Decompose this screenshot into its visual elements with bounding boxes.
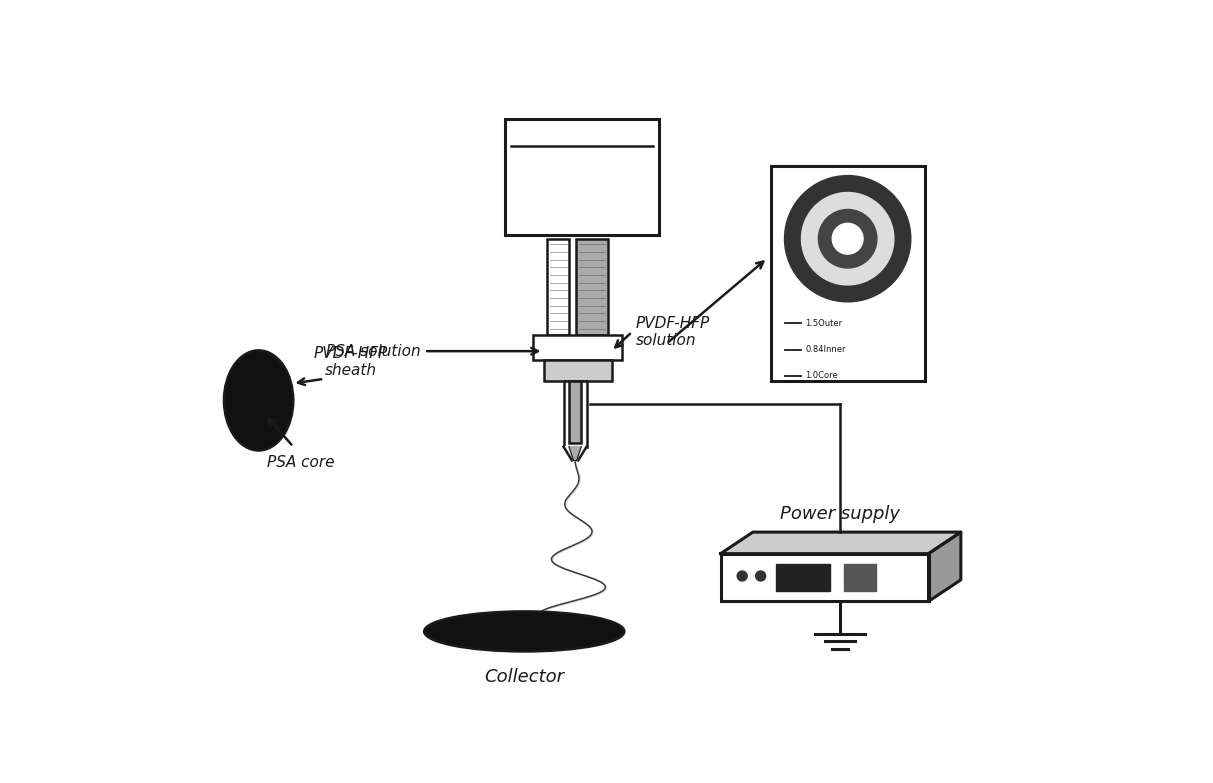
Bar xyxy=(721,554,928,601)
Polygon shape xyxy=(928,532,961,601)
Polygon shape xyxy=(569,446,581,460)
Bar xyxy=(505,119,659,235)
Circle shape xyxy=(819,210,877,268)
Text: PSA solution: PSA solution xyxy=(325,344,421,359)
Circle shape xyxy=(785,175,911,302)
Ellipse shape xyxy=(224,350,294,450)
Bar xyxy=(576,239,608,335)
Bar xyxy=(547,239,569,335)
Bar xyxy=(534,335,622,359)
Bar xyxy=(776,565,830,590)
Bar xyxy=(770,165,924,381)
Text: 1.5Outer: 1.5Outer xyxy=(805,319,843,328)
Bar xyxy=(569,381,581,442)
Circle shape xyxy=(738,571,747,581)
Text: 1.0Core: 1.0Core xyxy=(805,371,838,381)
Text: PVDF-HFP
solution: PVDF-HFP solution xyxy=(636,316,710,348)
Text: PVDF-HFP
sheath: PVDF-HFP sheath xyxy=(314,346,388,378)
Ellipse shape xyxy=(425,612,625,651)
Circle shape xyxy=(802,193,894,285)
Circle shape xyxy=(832,223,864,254)
Circle shape xyxy=(756,571,765,581)
Bar xyxy=(543,359,613,381)
Bar xyxy=(844,565,876,590)
Text: Power supply: Power supply xyxy=(780,505,900,523)
Text: PSA core: PSA core xyxy=(267,454,335,470)
Text: 0.84Inner: 0.84Inner xyxy=(805,345,845,354)
Bar xyxy=(564,381,587,446)
Polygon shape xyxy=(721,532,961,554)
Polygon shape xyxy=(564,446,587,460)
Text: Collector: Collector xyxy=(484,669,564,687)
